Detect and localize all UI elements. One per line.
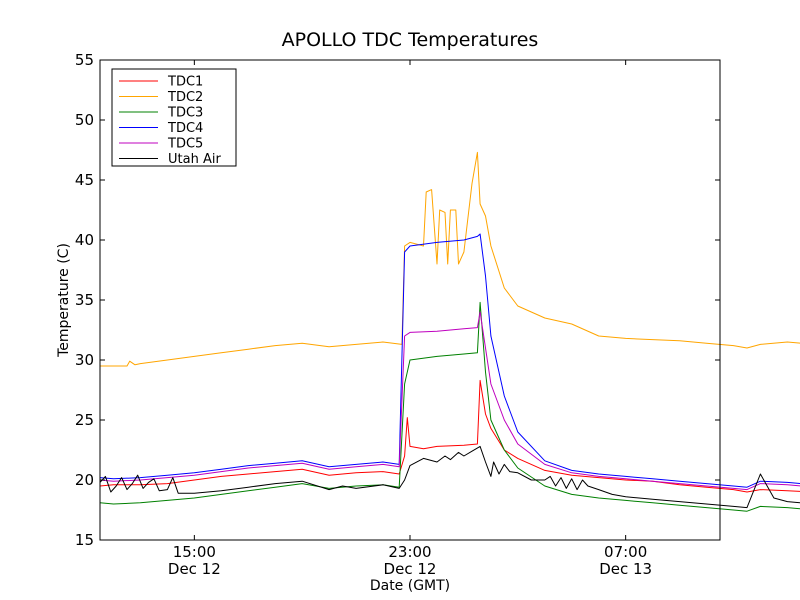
x-tick-label-date-1: Dec 12 [384,560,437,578]
x-tick-label-time-2: 07:00 [604,543,647,561]
legend-box [111,68,237,167]
legend-label-tdc4: TDC4 [167,121,203,136]
legend-label-tdc1: TDC1 [167,75,203,90]
y-axis-label: Temperature (C) [56,243,72,358]
y-tick-label-2: 25 [75,411,94,429]
x-tick-label-date-2: Dec 13 [599,560,652,578]
legend-label-tdc5: TDC5 [167,137,203,152]
x-tick-label-date-0: Dec 12 [168,560,221,578]
plot-frame [99,59,721,541]
series-line-utah-air [99,445,800,509]
y-tick-label-1: 20 [75,471,94,489]
legend-label-tdc2: TDC2 [167,90,203,105]
y-tick-label-4: 35 [75,291,94,309]
legend-label-utah-air: Utah Air [168,152,221,167]
y-tick-label-8: 55 [75,51,94,69]
x-tick-label-time-0: 15:00 [173,543,216,561]
series-line-tdc4 [99,233,800,488]
y-tick-label-5: 40 [75,231,94,249]
series-line-tdc1 [99,379,800,493]
series-layer [99,151,800,512]
chart-title: APOLLO TDC Temperatures [282,29,539,51]
series-line-tdc2 [100,151,800,367]
y-tick-label-0: 15 [75,531,94,549]
x-tick-label-time-1: 23:00 [388,543,431,561]
y-tick-label-6: 45 [75,171,94,189]
series-line-tdc5 [99,311,800,491]
y-tick-label-7: 50 [75,111,94,129]
y-tick-label-3: 30 [75,351,94,369]
x-axis-label: Date (GMT) [370,578,450,594]
series-line-tdc3 [99,301,800,512]
legend-label-tdc3: TDC3 [167,106,203,121]
